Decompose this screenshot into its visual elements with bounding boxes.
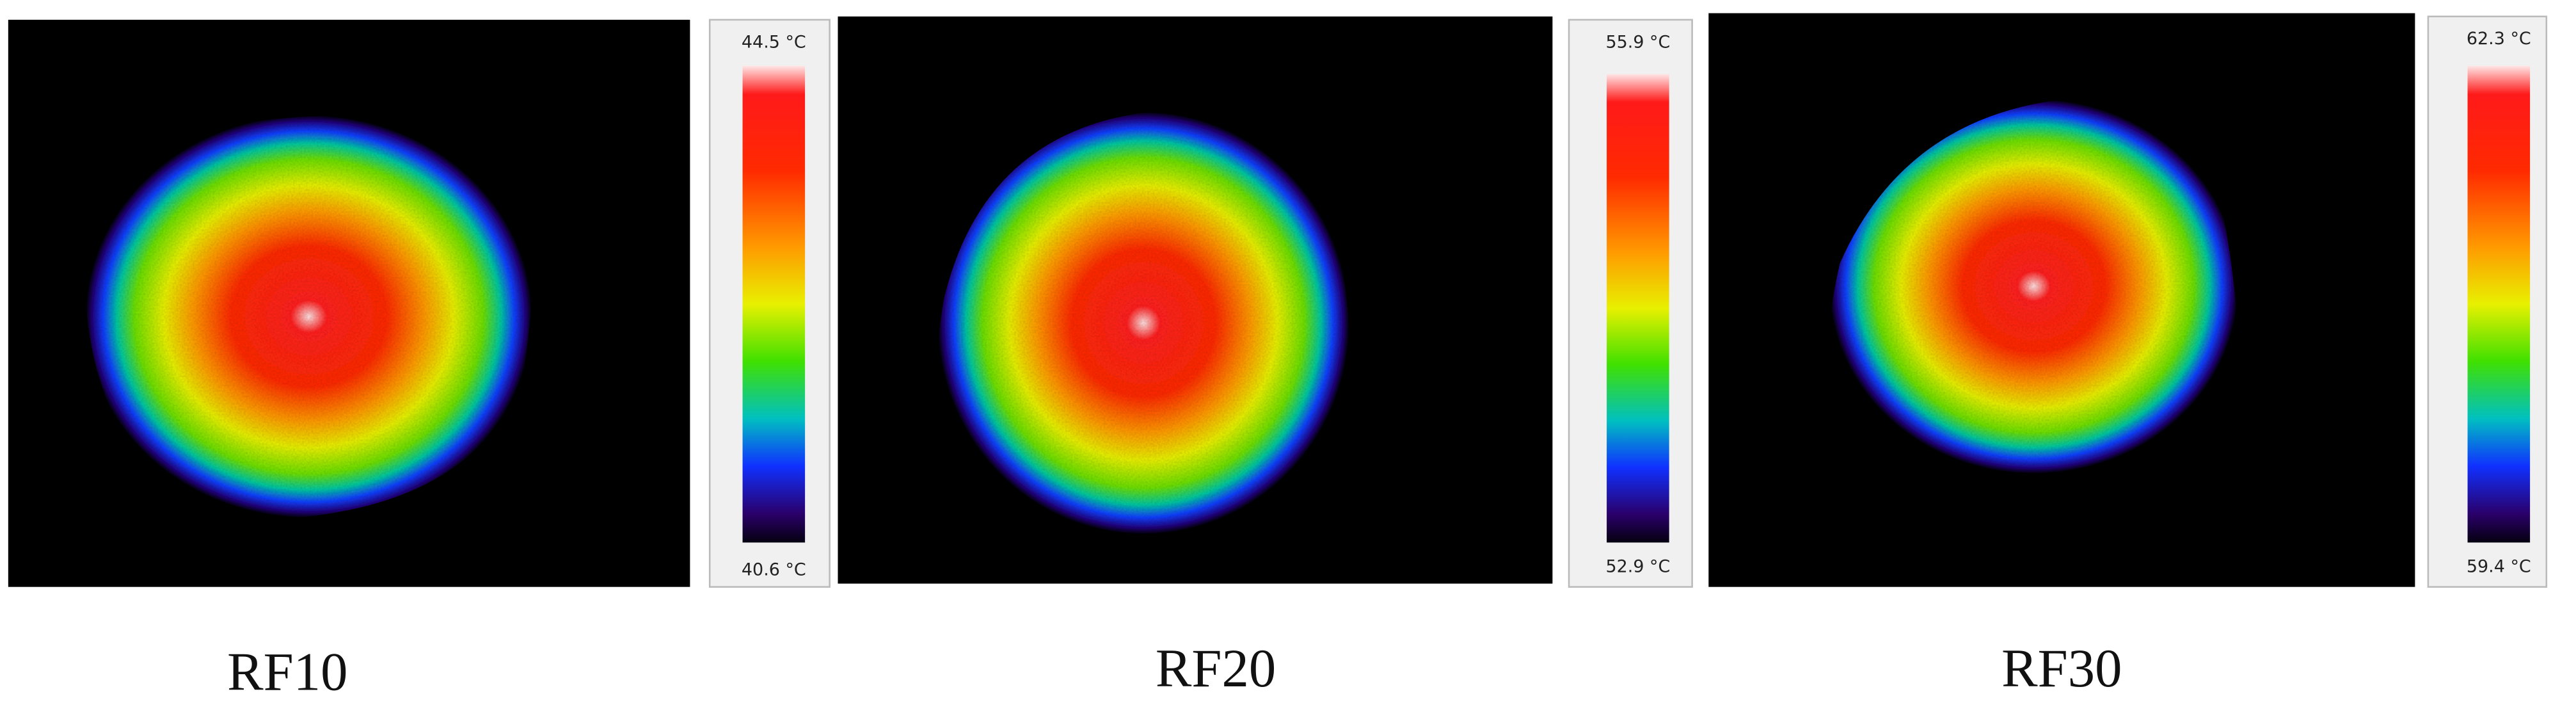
panel-label: RF20 xyxy=(1156,638,1276,699)
heat-spot xyxy=(1829,99,2239,474)
colorbar xyxy=(1607,74,1669,543)
heat-spot xyxy=(85,115,532,519)
min-temp: 52.9 °C xyxy=(1605,556,1670,576)
panel-label: RF30 xyxy=(2001,638,2122,699)
max-temp: 55.9 °C xyxy=(1605,32,1670,52)
colorbar xyxy=(2467,65,2531,543)
panel-label: RF10 xyxy=(227,642,347,702)
max-temp: 62.3 °C xyxy=(2467,29,2531,49)
heat-spot xyxy=(937,111,1350,535)
min-temp: 40.6 °C xyxy=(742,560,806,580)
max-temp: 44.5 °C xyxy=(742,32,806,52)
colorbar xyxy=(742,65,806,543)
min-temp: 59.4 °C xyxy=(2467,556,2531,576)
